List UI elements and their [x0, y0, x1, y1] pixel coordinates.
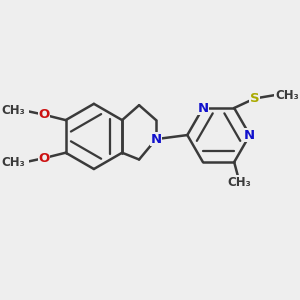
Text: N: N: [197, 101, 208, 115]
Text: N: N: [244, 129, 255, 142]
Text: CH₃: CH₃: [275, 88, 299, 102]
Text: S: S: [250, 92, 260, 105]
Text: O: O: [38, 152, 50, 165]
Text: CH₃: CH₃: [1, 104, 25, 117]
Text: CH₃: CH₃: [228, 176, 251, 189]
Text: O: O: [38, 108, 50, 121]
Text: CH₃: CH₃: [1, 156, 25, 169]
Text: N: N: [151, 133, 162, 146]
